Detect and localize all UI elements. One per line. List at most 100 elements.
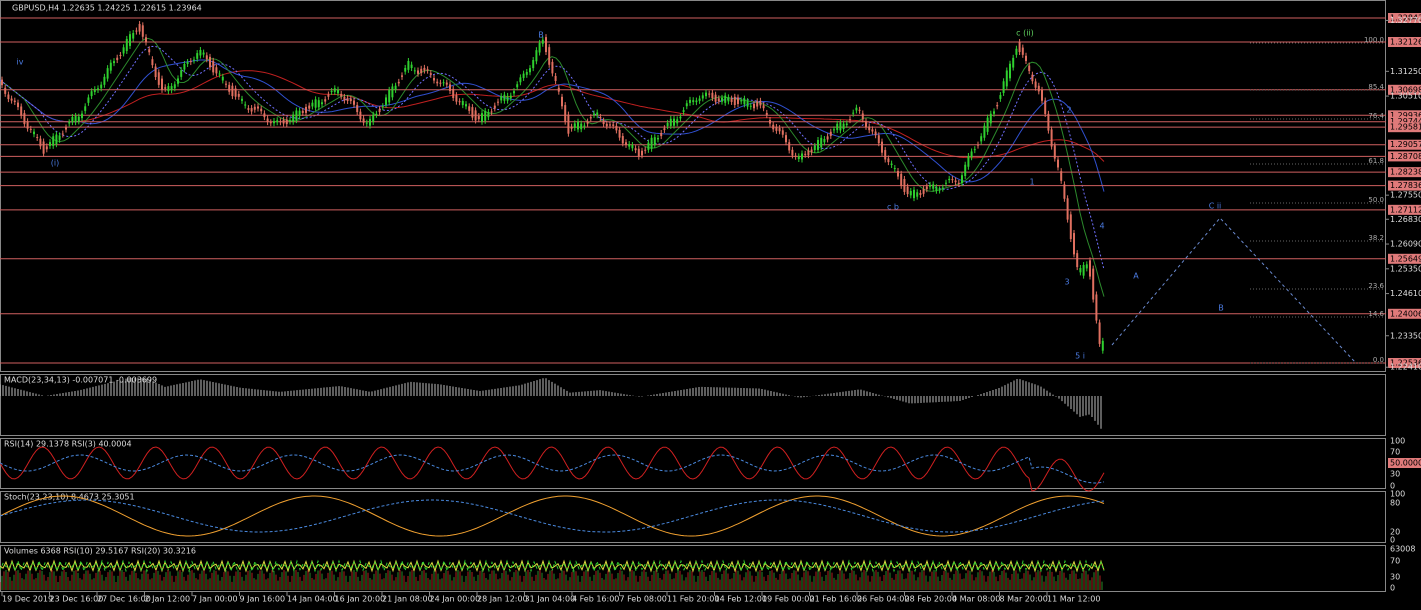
time-label: 14 Jan 04:00	[287, 595, 338, 604]
candle-body	[788, 142, 791, 151]
candle-body	[516, 84, 519, 88]
candle-body	[1089, 260, 1091, 277]
candle-body	[743, 98, 746, 105]
indicator-tick: 70	[1390, 557, 1400, 566]
candle-body	[817, 140, 819, 150]
indicator-tick: 20	[1390, 528, 1400, 537]
candle-body	[74, 115, 77, 123]
candle-body	[586, 121, 589, 124]
candle-body	[282, 119, 285, 124]
wave-label: C ii	[1209, 202, 1222, 211]
candle-body	[890, 163, 893, 165]
candle-body	[487, 112, 490, 118]
level-label-box	[1388, 204, 1421, 215]
candle-body	[804, 153, 807, 155]
candle-body	[541, 39, 544, 44]
candle-body	[897, 171, 899, 177]
candle-body	[522, 73, 525, 78]
candle-body	[1031, 74, 1034, 82]
candle-body	[449, 84, 451, 91]
candle-body	[61, 133, 64, 135]
level-label: 1.29057	[1390, 140, 1421, 149]
candle-body	[727, 97, 730, 102]
candle-body	[948, 178, 951, 181]
candle-body	[653, 137, 656, 146]
candle-body	[772, 124, 775, 130]
candle-body	[852, 112, 855, 114]
level-label-box	[1388, 167, 1421, 178]
candle-body	[938, 189, 941, 191]
candle-body	[378, 109, 381, 113]
candle-body	[1044, 100, 1047, 114]
candle-body	[445, 82, 448, 85]
candle-body	[525, 71, 528, 75]
candle-body	[209, 56, 211, 68]
price-tick: 1.27550	[1390, 191, 1421, 200]
wave-label: 5 i	[1075, 352, 1085, 361]
candle-body	[538, 42, 541, 53]
time-label: 11 Mar 12:00	[1047, 595, 1100, 604]
candle-body	[903, 178, 906, 192]
candle-body	[26, 121, 29, 129]
candle-body	[327, 94, 330, 97]
candle-body	[503, 94, 506, 101]
candle-body	[1005, 70, 1008, 87]
candle-body	[340, 93, 343, 97]
candle-body	[52, 136, 55, 146]
candle-body	[810, 149, 813, 153]
moving-average	[0, 70, 1105, 162]
candle-body	[407, 61, 410, 70]
candle-body	[1057, 159, 1059, 168]
candle-body	[167, 86, 170, 92]
candle-body	[1063, 184, 1066, 199]
candle-body	[513, 91, 515, 94]
candle-body	[714, 94, 717, 102]
candle-body	[10, 98, 13, 101]
candle-body	[1079, 268, 1082, 273]
candle-body	[7, 94, 10, 100]
candle-body	[778, 128, 781, 132]
wave-label: c b	[887, 203, 899, 212]
candle-body	[1101, 340, 1104, 351]
wave-label: B	[1218, 304, 1224, 313]
candle-body	[989, 113, 992, 124]
candle-body	[298, 110, 301, 116]
candle-body	[1021, 47, 1024, 55]
candle-body	[874, 131, 877, 136]
candle-body	[593, 113, 595, 115]
candle-body	[689, 99, 691, 103]
wave-label: (i)	[51, 159, 59, 168]
price-tick: 1.26090	[1390, 240, 1421, 249]
indicator-tick: 100	[1390, 437, 1405, 446]
candle-body	[983, 125, 986, 138]
candle-body	[375, 113, 378, 115]
candle-body	[842, 123, 845, 129]
time-label: 28 Jan 12:00	[477, 595, 528, 604]
price-tick: 1.23350	[1390, 331, 1421, 340]
candle-body	[1053, 145, 1056, 159]
candle-body	[941, 187, 944, 189]
candle-body	[225, 83, 227, 85]
candle-body	[39, 138, 42, 147]
candle-body	[266, 118, 269, 123]
price-tick: 1.22410	[1390, 363, 1421, 372]
indicator-line	[0, 454, 1105, 484]
time-label: 7 Jan 00:00	[192, 595, 238, 604]
candle-body	[164, 87, 167, 89]
candle-body	[765, 112, 768, 116]
candle-body	[173, 84, 176, 89]
candle-body	[634, 148, 637, 151]
level-label: 1.25649	[1390, 254, 1421, 263]
candle-body	[263, 113, 266, 118]
level-label: 1.29581	[1390, 123, 1421, 132]
candle-body	[529, 68, 531, 73]
candle-body	[497, 101, 499, 103]
candle-body	[106, 68, 109, 79]
candle-body	[954, 180, 957, 183]
candle-body	[343, 96, 346, 101]
candle-body	[609, 124, 611, 126]
candle-body	[199, 49, 202, 56]
candle-body	[721, 97, 723, 102]
candle-body	[330, 90, 333, 92]
candle-body	[535, 50, 538, 62]
